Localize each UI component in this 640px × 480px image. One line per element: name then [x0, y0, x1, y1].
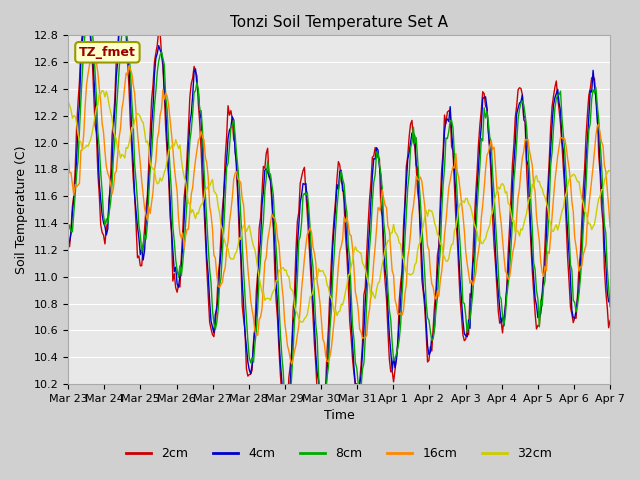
X-axis label: Time: Time	[324, 409, 355, 422]
Title: Tonzi Soil Temperature Set A: Tonzi Soil Temperature Set A	[230, 15, 448, 30]
Y-axis label: Soil Temperature (C): Soil Temperature (C)	[15, 145, 28, 274]
Legend: 2cm, 4cm, 8cm, 16cm, 32cm: 2cm, 4cm, 8cm, 16cm, 32cm	[121, 442, 557, 465]
Text: TZ_fmet: TZ_fmet	[79, 46, 136, 59]
